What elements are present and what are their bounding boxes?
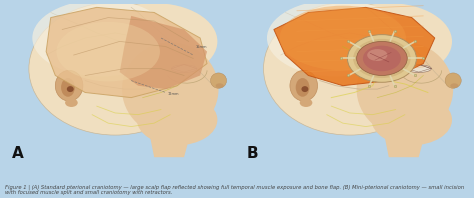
Ellipse shape <box>363 46 401 71</box>
Ellipse shape <box>32 0 170 76</box>
Ellipse shape <box>372 94 452 145</box>
Ellipse shape <box>65 98 78 107</box>
Ellipse shape <box>56 22 160 81</box>
Ellipse shape <box>367 49 387 61</box>
Ellipse shape <box>29 2 201 135</box>
Ellipse shape <box>300 98 312 107</box>
Ellipse shape <box>450 83 458 88</box>
Ellipse shape <box>264 2 436 135</box>
Ellipse shape <box>296 78 310 97</box>
Polygon shape <box>147 123 193 157</box>
Polygon shape <box>46 7 207 98</box>
Ellipse shape <box>445 73 461 88</box>
Ellipse shape <box>91 3 218 80</box>
Ellipse shape <box>122 42 219 136</box>
Text: 12mm: 12mm <box>168 92 180 96</box>
Ellipse shape <box>267 0 405 76</box>
Ellipse shape <box>55 70 83 101</box>
Ellipse shape <box>67 86 74 92</box>
Ellipse shape <box>347 35 416 82</box>
Ellipse shape <box>210 73 227 88</box>
Ellipse shape <box>406 65 431 72</box>
Ellipse shape <box>216 83 224 88</box>
Ellipse shape <box>172 65 197 72</box>
Text: A: A <box>12 146 23 161</box>
Polygon shape <box>382 123 428 157</box>
Ellipse shape <box>353 39 410 78</box>
Text: B: B <box>246 146 258 161</box>
Ellipse shape <box>326 3 452 80</box>
Ellipse shape <box>301 86 308 92</box>
Ellipse shape <box>356 41 407 75</box>
Text: 15mm: 15mm <box>196 45 207 49</box>
Text: Figure 1 | (A) Standard pterional craniotomy — large scalp flap reflected showin: Figure 1 | (A) Standard pterional cranio… <box>5 184 464 195</box>
Ellipse shape <box>290 70 318 101</box>
Ellipse shape <box>61 78 75 97</box>
Polygon shape <box>274 7 435 86</box>
Ellipse shape <box>356 42 453 136</box>
Ellipse shape <box>280 6 406 70</box>
Ellipse shape <box>137 94 218 145</box>
Polygon shape <box>119 16 207 89</box>
